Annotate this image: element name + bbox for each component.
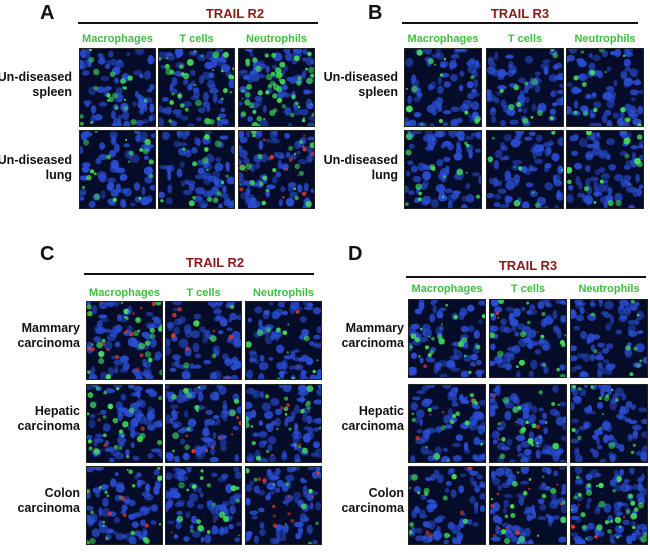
panel-b-micrograph-tile <box>566 130 644 209</box>
panel-d-micrograph-tile <box>489 299 567 378</box>
row-label-line1: Colon <box>368 486 404 500</box>
panel-b-header-rule <box>402 22 638 24</box>
panel-c-micrograph-tile <box>165 384 242 463</box>
panel-d-micrograph-tile <box>408 384 486 463</box>
panel-d-micrograph-tile <box>570 466 648 545</box>
panel-b-micrograph-tile <box>566 48 644 127</box>
panel-d-column-label: T cells <box>510 283 546 295</box>
panel-c-marker-title: TRAIL R2 <box>185 255 245 270</box>
panel-d-row-label: Mammary carcinoma <box>324 321 404 351</box>
row-label-line2: carcinoma <box>341 336 404 350</box>
row-label-line1: Un-diseased <box>323 70 398 84</box>
panel-a-micrograph-tile <box>158 130 235 209</box>
panel-a-micrograph-tile <box>238 48 315 127</box>
row-label-line1: Mammary <box>21 321 80 335</box>
panel-a-row-label: Un-diseased lung <box>0 153 72 183</box>
panel-d-micrograph-tile <box>408 466 486 545</box>
panel-c-column-label: Neutrophils <box>252 287 315 299</box>
panel-a-letter: A <box>40 2 55 24</box>
panel-c-micrograph-tile <box>245 384 322 463</box>
panel-c-micrograph-tile <box>245 301 322 380</box>
panel-c-row-label: Colon carcinoma <box>0 486 80 516</box>
panel-b-column-label: Macrophages <box>407 33 479 45</box>
panel-c-row-label: Mammary carcinoma <box>0 321 80 351</box>
panel-d-column-label: Neutrophils <box>578 283 640 295</box>
panel-b-micrograph-tile <box>486 130 564 209</box>
panel-a-micrograph-tile <box>79 130 156 209</box>
panel-c-micrograph-tile <box>165 466 242 545</box>
panel-b-micrograph-tile <box>404 48 482 127</box>
panel-c-micrograph-tile <box>245 466 322 545</box>
panel-b-micrograph-tile <box>486 48 564 127</box>
panel-b-marker-title: TRAIL R3 <box>490 6 550 21</box>
panel-c-header-rule <box>84 273 314 275</box>
panel-a-row-label: Un-diseased spleen <box>0 70 72 100</box>
panel-d-letter: D <box>348 243 363 265</box>
panel-a-header-rule <box>78 22 318 24</box>
panel-b-micrograph-tile <box>404 130 482 209</box>
panel-c-micrograph-tile <box>86 466 163 545</box>
row-label-line2: spleen <box>32 85 72 99</box>
panel-c-micrograph-tile <box>86 384 163 463</box>
panel-d-column-label: Macrophages <box>411 283 483 295</box>
row-label-line1: Un-diseased <box>0 70 72 84</box>
row-label-line2: carcinoma <box>341 501 404 515</box>
panel-d-micrograph-tile <box>408 299 486 378</box>
panel-d-micrograph-tile <box>570 384 648 463</box>
panel-d-header-rule <box>406 276 646 278</box>
panel-b-row-label: Un-diseased lung <box>318 153 398 183</box>
panel-c-column-label: T cells <box>186 287 221 299</box>
panel-c-column-label: Macrophages <box>89 287 160 299</box>
panel-a-micrograph-tile <box>79 48 156 127</box>
panel-d-micrograph-tile <box>570 299 648 378</box>
panel-a-column-label: Neutrophils <box>245 33 308 45</box>
row-label-line1: Un-diseased <box>323 153 398 167</box>
row-label-line2: lung <box>45 168 72 182</box>
panel-a-column-label: T cells <box>179 33 214 45</box>
panel-d-micrograph-tile <box>489 384 567 463</box>
row-label-line1: Mammary <box>345 321 404 335</box>
row-label-line1: Hepatic <box>358 404 404 418</box>
panel-b-row-label: Un-diseased spleen <box>318 70 398 100</box>
row-label-line1: Un-diseased <box>0 153 72 167</box>
panel-c-micrograph-tile <box>165 301 242 380</box>
row-label-line2: carcinoma <box>17 501 80 515</box>
panel-d-marker-title: TRAIL R3 <box>498 258 558 273</box>
row-label-line2: carcinoma <box>17 336 80 350</box>
row-label-line2: carcinoma <box>17 419 80 433</box>
panel-d-micrograph-tile <box>489 466 567 545</box>
row-label-line2: spleen <box>358 85 398 99</box>
panel-a-column-label: Macrophages <box>82 33 153 45</box>
panel-b-letter: B <box>368 2 383 24</box>
panel-c-row-label: Hepatic carcinoma <box>0 404 80 434</box>
panel-a-micrograph-tile <box>158 48 235 127</box>
row-label-line1: Colon <box>44 486 80 500</box>
row-label-line2: lung <box>371 168 398 182</box>
panel-b-column-label: Neutrophils <box>574 33 636 45</box>
panel-d-row-label: Hepatic carcinoma <box>324 404 404 434</box>
panel-c-micrograph-tile <box>86 301 163 380</box>
panel-a-marker-title: TRAIL R2 <box>205 6 265 21</box>
row-label-line2: carcinoma <box>341 419 404 433</box>
panel-d-row-label: Colon carcinoma <box>324 486 404 516</box>
row-label-line1: Hepatic <box>34 404 80 418</box>
panel-b-column-label: T cells <box>507 33 543 45</box>
panel-c-letter: C <box>40 243 55 265</box>
panel-a-micrograph-tile <box>238 130 315 209</box>
